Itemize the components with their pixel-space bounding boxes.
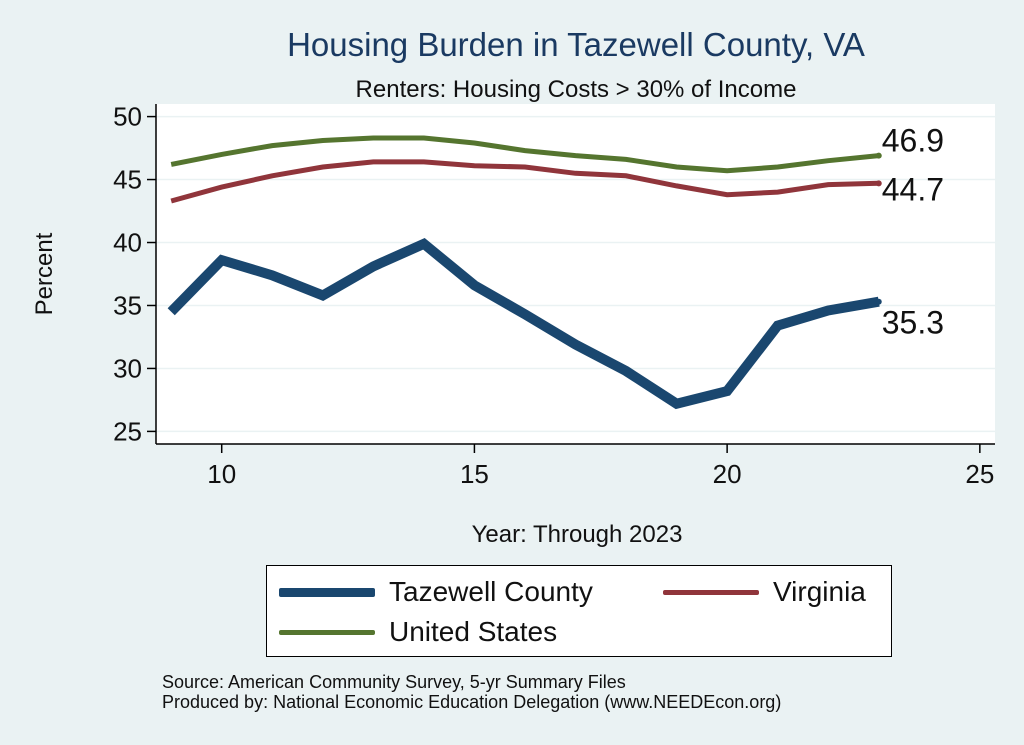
y-tick-label-45: 45 — [113, 165, 142, 195]
end-point-tazewell-county — [875, 298, 882, 305]
producer-line: Produced by: National Economic Education… — [162, 692, 782, 712]
end-label-united-states: 46.9 — [882, 123, 944, 159]
series-line-virginia — [170, 159, 879, 204]
source-line: Source: American Community Survey, 5-yr … — [162, 672, 626, 692]
chart-subtitle: Renters: Housing Costs > 30% of Income — [355, 76, 797, 103]
plot-area — [156, 104, 995, 444]
x-axis-title: Year: Through 2023 — [472, 521, 683, 548]
legend-item-virginia: Virginia — [663, 576, 866, 608]
y-tick-label-40: 40 — [113, 228, 142, 258]
end-point-united-states — [875, 152, 882, 159]
end-point-virginia — [875, 180, 882, 187]
legend-label-united-states: United States — [389, 616, 558, 647]
series-line-tazewell-county — [167, 237, 880, 410]
legend-item-tazewell: Tazewell County — [279, 576, 593, 608]
y-tick-label-35: 35 — [113, 290, 142, 320]
y-tick-label-25: 25 — [113, 416, 142, 446]
end-labels: 35.3 44.7 46.9 — [882, 123, 944, 341]
end-label-tazewell-county: 35.3 — [882, 305, 944, 341]
y-axis-title: Percent — [31, 232, 58, 315]
x-tick-label-10: 10 — [207, 459, 236, 489]
legend-label-virginia: Virginia — [773, 576, 866, 607]
legend: Tazewell County Virginia United States — [266, 565, 892, 657]
grid-lines — [156, 115, 995, 433]
series-lines — [167, 135, 882, 410]
y-tick-label-30: 30 — [113, 353, 142, 383]
source-note: Source: American Community Survey, 5-yr … — [162, 672, 781, 712]
legend-item-united-states: United States — [279, 616, 557, 648]
legend-swatch-virginia — [663, 589, 759, 595]
line-chart: 25 30 35 40 45 50 10 15 20 25 35.3 44.7 46.9 Year: … — [31, 102, 995, 548]
legend-swatch-tazewell — [279, 587, 375, 597]
axes: 25 30 35 40 45 50 10 15 20 25 — [113, 102, 995, 489]
end-label-virginia: 44.7 — [882, 171, 944, 207]
chart-title: Housing Burden in Tazewell County, VA — [287, 26, 865, 63]
legend-swatch-united-states — [279, 629, 375, 635]
x-tick-label-20: 20 — [713, 459, 742, 489]
x-tick-label-15: 15 — [460, 459, 489, 489]
series-line-united-states — [170, 135, 880, 174]
x-tick-label-25: 25 — [965, 459, 994, 489]
y-tick-label-50: 50 — [113, 102, 142, 132]
legend-label-tazewell: Tazewell County — [389, 576, 593, 607]
